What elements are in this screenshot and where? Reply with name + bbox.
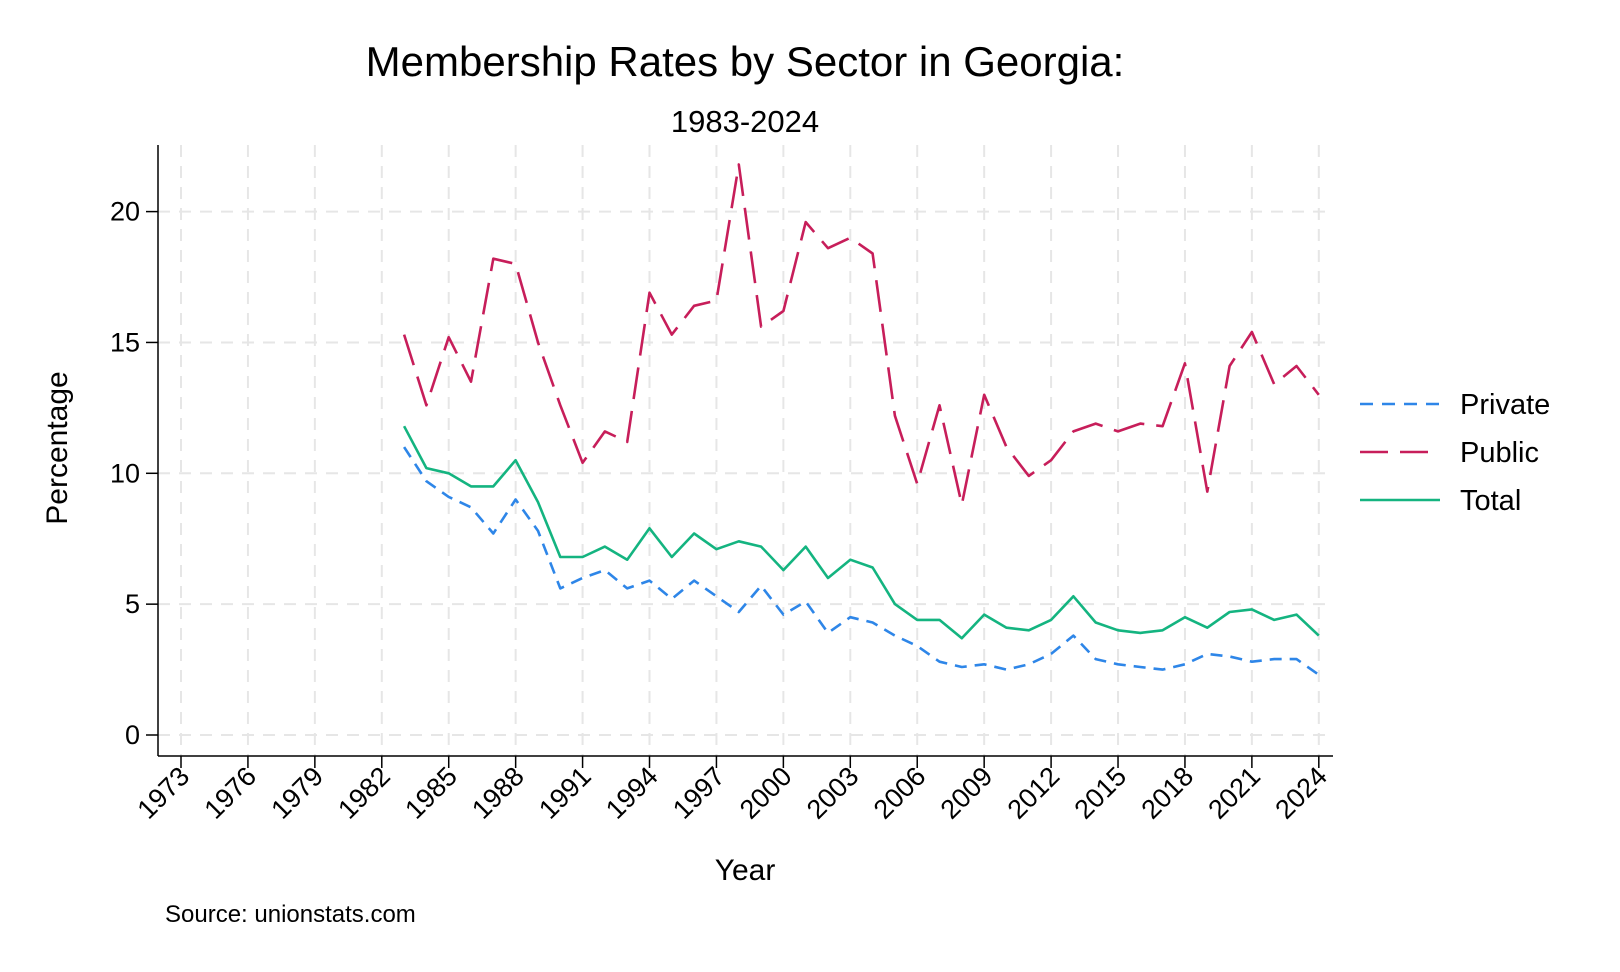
x-tick-label: 1985 (399, 761, 463, 825)
x-tick-label: 1988 (466, 761, 530, 825)
y-axis-label: Percentage (41, 371, 74, 524)
series-lines (402, 163, 1320, 676)
legend-label: Total (1460, 485, 1521, 517)
grid-lines (158, 145, 1333, 756)
x-tick-label: 2015 (1069, 761, 1133, 825)
source-note: Source: unionstats.com (165, 901, 416, 928)
x-tick-label: 1973 (132, 761, 196, 825)
x-tick-label: 1997 (667, 761, 731, 825)
y-tick-label: 20 (110, 197, 140, 227)
x-tick-label: 2003 (801, 761, 865, 825)
x-tick-label: 1976 (198, 761, 262, 825)
y-tick-label: 15 (110, 327, 140, 357)
legend-label: Private (1460, 389, 1550, 421)
x-tick-label: 2018 (1135, 761, 1199, 825)
chart-title: Membership Rates by Sector in Georgia: (366, 38, 1125, 85)
x-tick-labels: 1973 1976 1979 1982 1985 1988 1991 1994 1997 2000… (132, 761, 1334, 825)
x-tick-label: 2021 (1202, 761, 1266, 825)
y-tick-label: 0 (125, 720, 140, 750)
x-tick-label: 2024 (1269, 761, 1333, 825)
series-line-private (403, 446, 1320, 676)
x-tick-label: 2009 (935, 761, 999, 825)
series-line-total (402, 425, 1320, 640)
legend: Private Public Total (1360, 389, 1550, 517)
chart-subtitle: 1983-2024 (671, 104, 819, 139)
x-axis-label: Year (715, 854, 776, 887)
axes (146, 145, 1333, 768)
x-tick-label: 2006 (868, 761, 932, 825)
series-line-public (402, 163, 1320, 507)
x-tick-label: 2000 (734, 761, 798, 825)
y-tick-label: 10 (110, 458, 140, 488)
x-tick-label: 1982 (332, 761, 396, 825)
x-tick-label: 1994 (600, 761, 664, 825)
y-tick-labels: 0 5 10 15 20 (110, 197, 140, 750)
legend-label: Public (1460, 437, 1539, 469)
y-tick-label: 5 (125, 589, 140, 619)
x-tick-label: 1991 (533, 761, 597, 825)
x-tick-label: 1979 (265, 761, 329, 825)
x-tick-label: 2012 (1002, 761, 1066, 825)
